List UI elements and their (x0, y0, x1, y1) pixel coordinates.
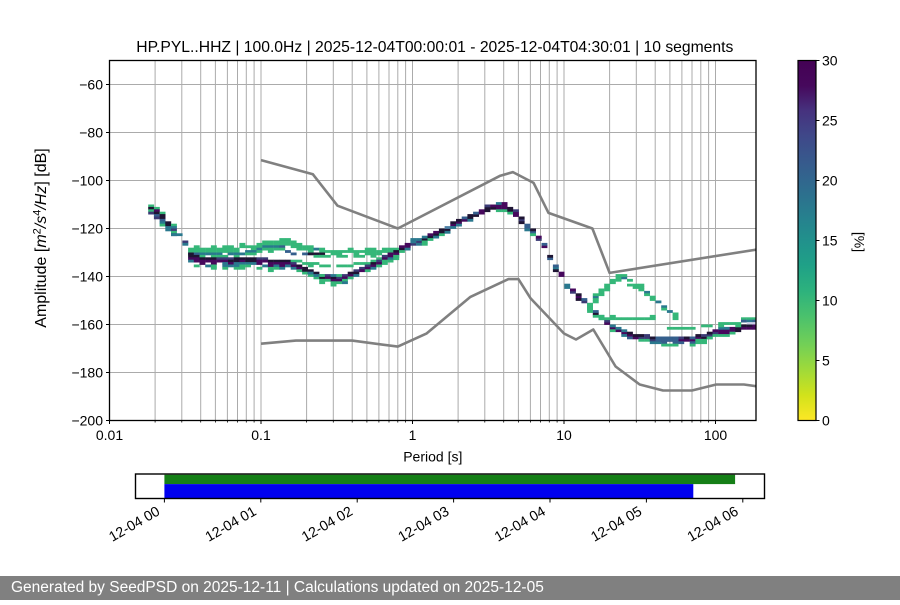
svg-text:1: 1 (409, 427, 417, 443)
svg-text:0: 0 (822, 413, 830, 429)
svg-text:−180: −180 (71, 365, 103, 381)
svg-text:−120: −120 (71, 221, 103, 237)
svg-text:−80: −80 (79, 125, 103, 141)
svg-text:Amplitude [m2/s4/Hz] [dB]: Amplitude [m2/s4/Hz] [dB] (32, 148, 51, 327)
svg-text:0.1: 0.1 (251, 427, 271, 443)
svg-text:−160: −160 (71, 317, 103, 333)
svg-text:[%]: [%] (852, 232, 868, 252)
svg-text:25: 25 (822, 113, 838, 129)
svg-text:−60: −60 (79, 77, 103, 93)
svg-text:10: 10 (822, 293, 838, 309)
svg-text:0.01: 0.01 (96, 427, 123, 443)
svg-text:−100: −100 (71, 173, 103, 189)
svg-text:−140: −140 (71, 269, 103, 285)
svg-text:Generated by SeedPSD on 2025-1: Generated by SeedPSD on 2025-12-11 | Cal… (11, 579, 544, 596)
svg-text:5: 5 (822, 353, 830, 369)
svg-text:HP.PYL..HHZ | 100.0Hz | 2025-1: HP.PYL..HHZ | 100.0Hz | 2025-12-04T00:00… (136, 39, 733, 56)
svg-text:30: 30 (822, 53, 838, 69)
svg-text:20: 20 (822, 173, 838, 189)
svg-text:Period [s]: Period [s] (403, 449, 462, 465)
svg-text:10: 10 (556, 427, 572, 443)
svg-text:100: 100 (704, 427, 728, 443)
svg-text:15: 15 (822, 233, 838, 249)
svg-text:−200: −200 (71, 413, 103, 429)
